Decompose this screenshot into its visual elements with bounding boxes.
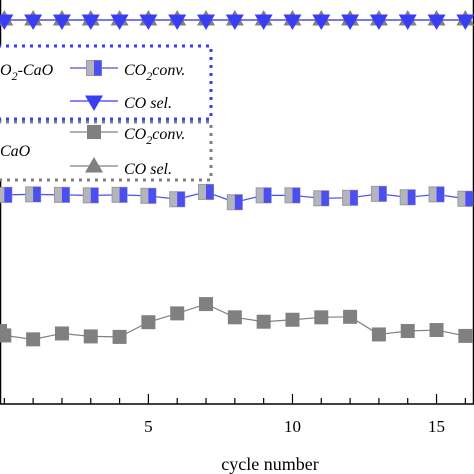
data-point-2 xyxy=(26,332,41,347)
data-point-1 xyxy=(0,14,14,30)
data-point-11 xyxy=(285,312,300,327)
data-point-4-half xyxy=(90,187,99,203)
data-point-5 xyxy=(110,14,129,30)
series-layer xyxy=(0,10,474,347)
data-point-9 xyxy=(227,310,242,325)
data-point-9 xyxy=(225,14,244,30)
data-point-1 xyxy=(0,328,12,343)
legend-label-blue-sel: CO sel. xyxy=(124,95,172,112)
data-point-1-half xyxy=(4,187,12,203)
legend-title-blue: O2-CaO xyxy=(0,62,54,83)
data-point-6 xyxy=(141,315,156,330)
data-point-14 xyxy=(369,14,388,30)
legend: O2-CaO CO2conv. CO sel. CaO CO2conv. CO sel. xyxy=(0,44,213,182)
data-point-17 xyxy=(458,328,473,343)
data-point-8 xyxy=(199,297,214,312)
series-blue-co-sel xyxy=(0,14,474,30)
x-axis: 5 10 15 cycle number xyxy=(3,394,466,474)
data-point-10 xyxy=(256,314,271,329)
data-point-14-half xyxy=(378,186,387,202)
data-point-5-half xyxy=(119,187,128,203)
data-point-16 xyxy=(427,14,446,30)
data-point-11 xyxy=(283,14,302,30)
data-point-3-half xyxy=(61,187,70,203)
data-point-12 xyxy=(314,310,329,325)
data-point-2 xyxy=(24,14,43,30)
data-point-14 xyxy=(371,327,386,342)
data-point-legend-blue-conv-half xyxy=(94,60,102,76)
data-point-8-half xyxy=(206,184,214,200)
x-axis-title: cycle number xyxy=(221,454,318,474)
data-point-12-half xyxy=(321,190,329,206)
series-gray-co2-conv xyxy=(0,297,473,347)
x-tick-label-5: 5 xyxy=(144,417,153,436)
data-point-15 xyxy=(400,324,415,339)
data-point-7 xyxy=(170,306,185,321)
data-point-9-half xyxy=(234,194,243,210)
legend-label-gray-conv: CO2conv. xyxy=(124,126,185,147)
data-point-15-half xyxy=(407,189,416,205)
legend-group-gray: CaO CO2conv. CO sel. xyxy=(0,120,213,182)
data-point-15 xyxy=(398,14,417,30)
data-point-13 xyxy=(343,309,358,324)
data-point-2-half xyxy=(33,186,41,202)
legend-group-blue: O2-CaO CO2conv. CO sel. xyxy=(0,44,213,121)
data-point-6 xyxy=(139,14,158,30)
data-point-17-half xyxy=(465,191,473,207)
data-point-10 xyxy=(254,14,273,30)
x-tick-label-15: 15 xyxy=(428,417,445,436)
data-point-4 xyxy=(83,329,98,344)
data-point-16-half xyxy=(436,186,445,202)
data-point-12 xyxy=(312,14,331,30)
legend-label-blue-conv: CO2conv. xyxy=(124,62,185,83)
data-point-7-half xyxy=(177,191,185,207)
x-tick-label-10: 10 xyxy=(284,417,301,436)
legend-box-blue xyxy=(0,44,213,121)
data-point-4 xyxy=(81,14,100,30)
data-point-13 xyxy=(341,14,360,30)
series-blue-co2-conv xyxy=(0,183,474,211)
data-point-11-half xyxy=(292,187,300,203)
data-point-legend-gray-conv xyxy=(87,125,101,139)
data-point-3 xyxy=(52,14,71,30)
data-point-10-half xyxy=(263,187,272,203)
legend-label-gray-sel: CO sel. xyxy=(124,161,172,178)
data-point-17 xyxy=(456,14,474,30)
data-point-5 xyxy=(112,329,127,344)
data-point-13-half xyxy=(350,190,358,206)
data-point-6-half xyxy=(148,188,156,204)
data-point-7 xyxy=(168,14,187,30)
data-point-8 xyxy=(197,14,216,30)
data-point-16 xyxy=(429,323,444,338)
data-point-legend-gray-sel xyxy=(85,157,103,173)
legend-title-gray: CaO xyxy=(0,143,31,160)
data-point-3 xyxy=(54,326,69,341)
data-point-legend-blue-sel xyxy=(85,95,103,111)
